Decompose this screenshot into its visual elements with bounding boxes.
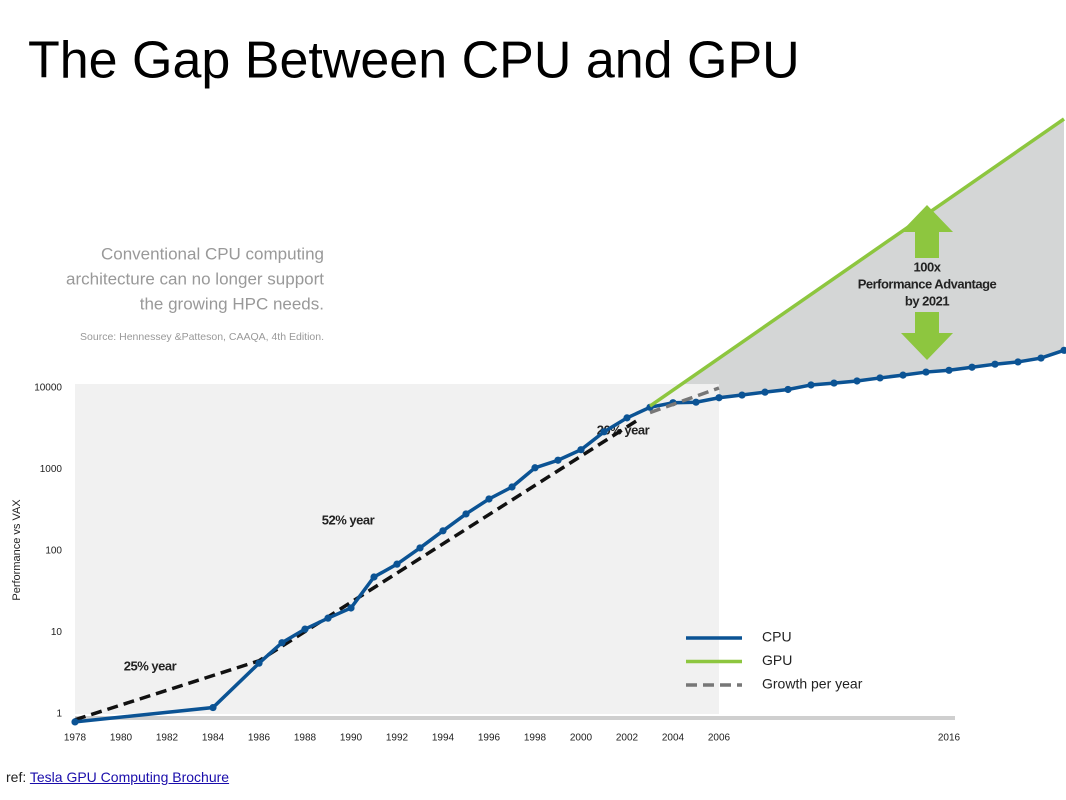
point bbox=[853, 377, 861, 385]
point bbox=[899, 371, 907, 379]
reference: ref: Tesla GPU Computing Brochure bbox=[6, 769, 229, 785]
point bbox=[1060, 346, 1066, 354]
point bbox=[71, 718, 79, 726]
point bbox=[991, 360, 999, 368]
x-tick-label: 1978 bbox=[64, 733, 87, 744]
point bbox=[1037, 354, 1045, 362]
x-tick-label: 1992 bbox=[386, 733, 409, 744]
legend-label: GPU bbox=[762, 652, 792, 668]
ref-link[interactable]: Tesla GPU Computing Brochure bbox=[29, 769, 230, 785]
gap-label: by 2021 bbox=[905, 293, 949, 308]
x-tick-label: 1984 bbox=[202, 733, 225, 744]
series-line bbox=[649, 386, 720, 415]
point bbox=[761, 388, 769, 396]
x-tick-label: 1994 bbox=[432, 733, 455, 744]
legend-label: Growth per year bbox=[762, 676, 863, 692]
point bbox=[876, 374, 884, 382]
arrow-up bbox=[901, 205, 953, 258]
point bbox=[1014, 358, 1022, 366]
note: architecture can no longer support bbox=[66, 269, 324, 288]
point bbox=[692, 398, 700, 406]
x-tick-label: 1980 bbox=[110, 733, 133, 744]
point bbox=[508, 483, 516, 491]
point bbox=[807, 381, 815, 389]
x-tick-label: 2000 bbox=[570, 733, 593, 744]
point bbox=[945, 366, 953, 374]
point bbox=[209, 703, 217, 712]
slide-title: The Gap Between CPU and GPU bbox=[28, 32, 800, 90]
point bbox=[439, 527, 447, 535]
x-tick-label: 2016 bbox=[938, 733, 961, 744]
point bbox=[830, 379, 838, 387]
point bbox=[347, 604, 355, 612]
x-tick-label: 2006 bbox=[708, 733, 731, 744]
background bbox=[75, 119, 1064, 720]
y-tick-label: 100 bbox=[45, 546, 62, 557]
note: Conventional CPU computing bbox=[101, 244, 324, 263]
x-tick-label: 1982 bbox=[156, 733, 179, 744]
gap-label: 100x bbox=[914, 259, 942, 274]
point bbox=[784, 385, 792, 394]
point bbox=[738, 391, 746, 399]
annotation: 52% year bbox=[322, 512, 375, 527]
arrow-down bbox=[901, 312, 953, 360]
point bbox=[600, 428, 608, 436]
point bbox=[255, 659, 263, 667]
x-tick-label: 1996 bbox=[478, 733, 501, 744]
y-tick-label: 10000 bbox=[34, 383, 62, 394]
point bbox=[370, 573, 378, 581]
point bbox=[623, 414, 631, 422]
y-tick-label: 1000 bbox=[40, 464, 63, 475]
chart: The Gap Between CPU and GPU Conventional… bbox=[11, 32, 1066, 744]
y-tick-label: 1 bbox=[56, 709, 62, 720]
x-tick-label: 1988 bbox=[294, 733, 317, 744]
point bbox=[416, 544, 424, 552]
point bbox=[485, 495, 493, 503]
point bbox=[278, 639, 286, 647]
ref-prefix: ref: bbox=[6, 769, 27, 785]
legend-label: CPU bbox=[762, 629, 792, 645]
note: the growing HPC needs. bbox=[140, 294, 324, 313]
point bbox=[922, 368, 930, 376]
point bbox=[462, 510, 470, 518]
gap-label: Performance Advantage bbox=[858, 276, 997, 291]
point bbox=[324, 614, 332, 622]
y-axis-label: Performance vs VAX bbox=[11, 499, 23, 601]
y-tick-label: 10 bbox=[51, 627, 63, 638]
point bbox=[554, 456, 562, 464]
x-tick-label: 1998 bbox=[524, 733, 547, 744]
x-tick-label: 1990 bbox=[340, 733, 363, 744]
annotation: 25% year bbox=[124, 658, 177, 673]
x-tick-label: 2004 bbox=[662, 733, 685, 744]
series-line bbox=[74, 348, 1065, 724]
x-tick-label: 1986 bbox=[248, 733, 271, 744]
series-line bbox=[649, 117, 1065, 408]
point bbox=[393, 560, 401, 568]
point bbox=[968, 363, 976, 371]
point bbox=[531, 464, 539, 472]
point bbox=[577, 446, 585, 454]
point bbox=[301, 625, 309, 633]
point bbox=[715, 394, 723, 402]
source: Source: Hennessey &Patteson, CAAQA, 4th … bbox=[80, 331, 324, 343]
x-tick-label: 2002 bbox=[616, 733, 639, 744]
plot-panel bbox=[75, 384, 719, 714]
